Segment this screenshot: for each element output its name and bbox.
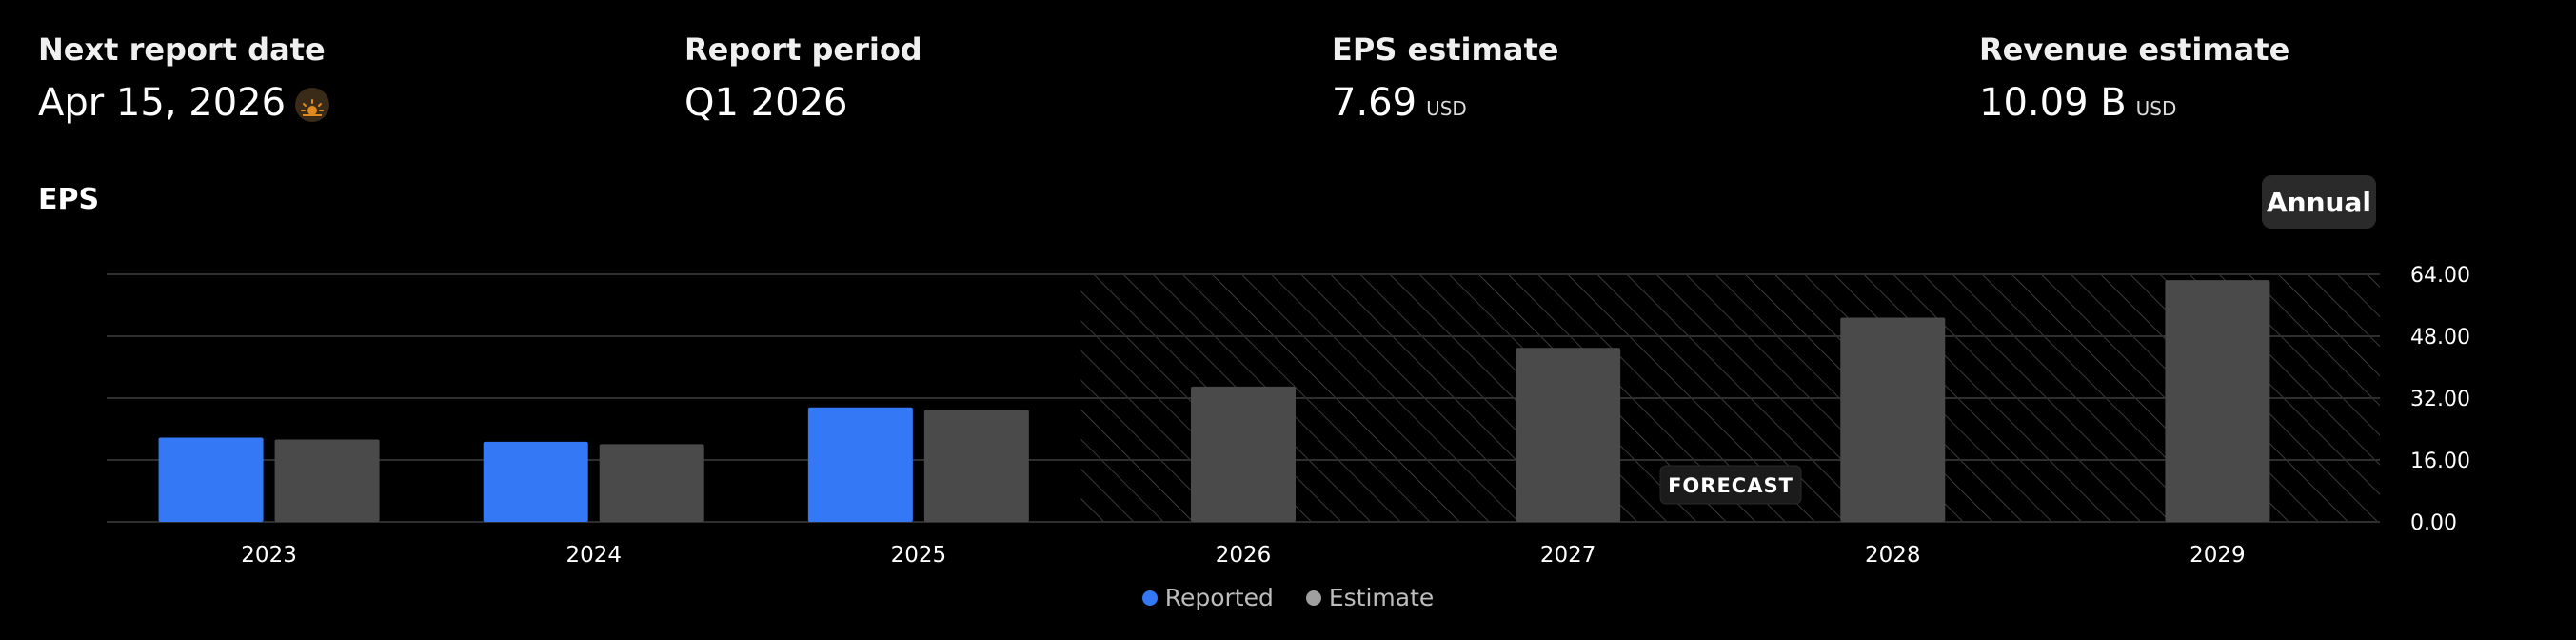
y-tick-label: 0.00 (2410, 511, 2457, 535)
stat-next-report-date: Next report date Apr 15, 2026 (38, 29, 330, 130)
legend-label: Estimate (1328, 584, 1435, 611)
stat-revenue-estimate: Revenue estimate 10.09 B USD (1979, 29, 2289, 135)
stat-label: Revenue estimate (1979, 31, 2290, 68)
stat-value: Q1 2026 (684, 81, 848, 125)
stat-value: Apr 15, 2026 (38, 81, 287, 125)
stat-value-wrap: 7.69 USD (1332, 76, 1558, 135)
x-tick-label: 2025 (891, 543, 947, 568)
legend-item-reported[interactable]: Reported (1141, 584, 1274, 611)
x-tick-label: 2024 (565, 543, 622, 568)
x-tick-label: 2029 (2190, 543, 2246, 568)
y-tick-label: 48.00 (2410, 326, 2470, 350)
y-tick-label: 32.00 (2410, 388, 2470, 411)
eps-chart: 0.00 16.00 32.00 48.00 64.00 2023 2024 2025 2026… (107, 264, 2470, 568)
legend-dot-reported (1141, 590, 1158, 606)
bar-reported (483, 441, 588, 522)
chart-legend: Reported Estimate (0, 584, 2576, 611)
bar-estimate (923, 410, 1029, 522)
y-tick-label: 64.00 (2410, 264, 2470, 288)
chart-title: EPS (38, 183, 100, 216)
x-tick-label: 2028 (1865, 543, 1921, 568)
bar-estimate (1840, 317, 1946, 522)
legend-label: Reported (1164, 584, 1274, 611)
stat-label: Next report date (38, 31, 326, 68)
stats-row: Next report date Apr 15, 2026 Rep (0, 0, 2576, 143)
bar-estimate (1516, 348, 1621, 522)
x-tick-label: 2023 (241, 543, 297, 568)
bar-estimate (274, 439, 380, 522)
stat-value: 10.09 B (1979, 81, 2127, 125)
annual-toggle-button[interactable]: Annual (2262, 175, 2376, 229)
stat-unit: USD (2135, 97, 2177, 120)
bar-estimate (1191, 386, 1296, 522)
x-tick-label: 2026 (1216, 543, 1272, 568)
bar-estimate (599, 444, 704, 522)
stat-value: 7.69 (1332, 81, 1417, 125)
stat-label: EPS estimate (1332, 31, 1559, 68)
stat-value-wrap: Apr 15, 2026 (38, 76, 330, 130)
bar-estimate (2165, 280, 2270, 522)
bar-reported (807, 407, 913, 522)
legend-item-estimate[interactable]: Estimate (1305, 584, 1435, 611)
stat-eps-estimate: EPS estimate 7.69 USD (1332, 29, 1558, 135)
stat-unit: USD (1426, 97, 1467, 120)
forecast-label: FORECAST (1668, 474, 1793, 497)
sun-icon (295, 88, 330, 122)
stat-value-wrap: 10.09 B USD (1979, 76, 2289, 135)
stat-value-wrap: Q1 2026 (684, 76, 922, 130)
forecast-badge (1659, 465, 1802, 505)
stat-label: Report period (684, 31, 922, 68)
y-tick-label: 16.00 (2410, 450, 2470, 473)
bar-reported (158, 437, 264, 522)
legend-dot-estimate (1305, 590, 1321, 606)
stat-report-period: Report period Q1 2026 (684, 29, 922, 130)
x-tick-label: 2027 (1540, 543, 1596, 568)
